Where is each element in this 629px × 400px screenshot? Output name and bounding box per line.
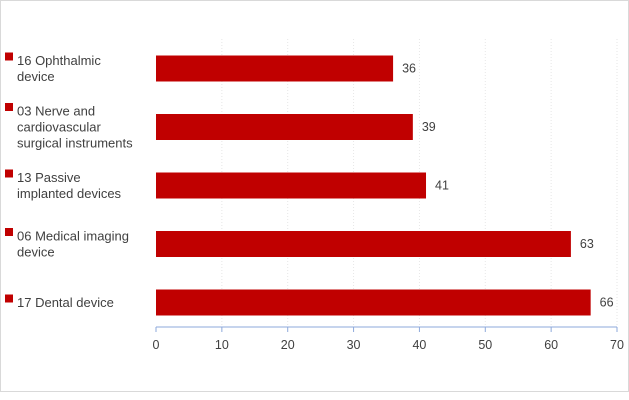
x-tick-label: 60 [544,338,558,352]
category-marker [5,52,13,61]
bar [156,55,394,82]
data-label: 41 [435,179,449,193]
x-tick-label: 0 [153,338,160,352]
category-label: surgical instruments [17,136,133,151]
x-tick-label: 40 [412,338,426,352]
data-label: 36 [402,62,416,76]
x-tick-label: 50 [478,338,492,352]
x-tick-label: 30 [347,338,361,352]
category-marker [5,228,13,236]
data-label: 63 [580,237,594,251]
category-label: 06 Medical imaging [17,229,129,244]
bar [156,172,427,199]
x-tick-label: 20 [281,338,295,352]
category-label: implanted devices [17,186,122,201]
data-label: 39 [422,120,436,134]
bar [156,114,413,140]
bar-layer: 36 39 41 63 66 [156,55,614,316]
category-marker [5,294,13,303]
bar-chart: 36 39 41 63 66 0 10 20 30 40 50 60 70 16 Ophthalmic… [5,39,624,352]
x-axis: 0 10 20 30 40 50 60 70 [153,326,624,352]
x-tick-label: 70 [610,338,624,352]
category-label: 13 Passive [17,170,81,185]
bar [156,231,571,257]
data-label: 66 [600,296,614,310]
category-marker [5,169,13,178]
category-label: device [17,69,55,84]
bar [156,289,591,316]
category-label: device [17,245,55,260]
category-marker [5,103,13,111]
category-label: 03 Nerve and [17,104,95,119]
category-label: 16 Ophthalmic [17,53,101,68]
x-tick-label: 10 [215,338,229,352]
category-label: cardiovascular [17,120,101,135]
category-label: 17 Dental device [17,295,114,310]
